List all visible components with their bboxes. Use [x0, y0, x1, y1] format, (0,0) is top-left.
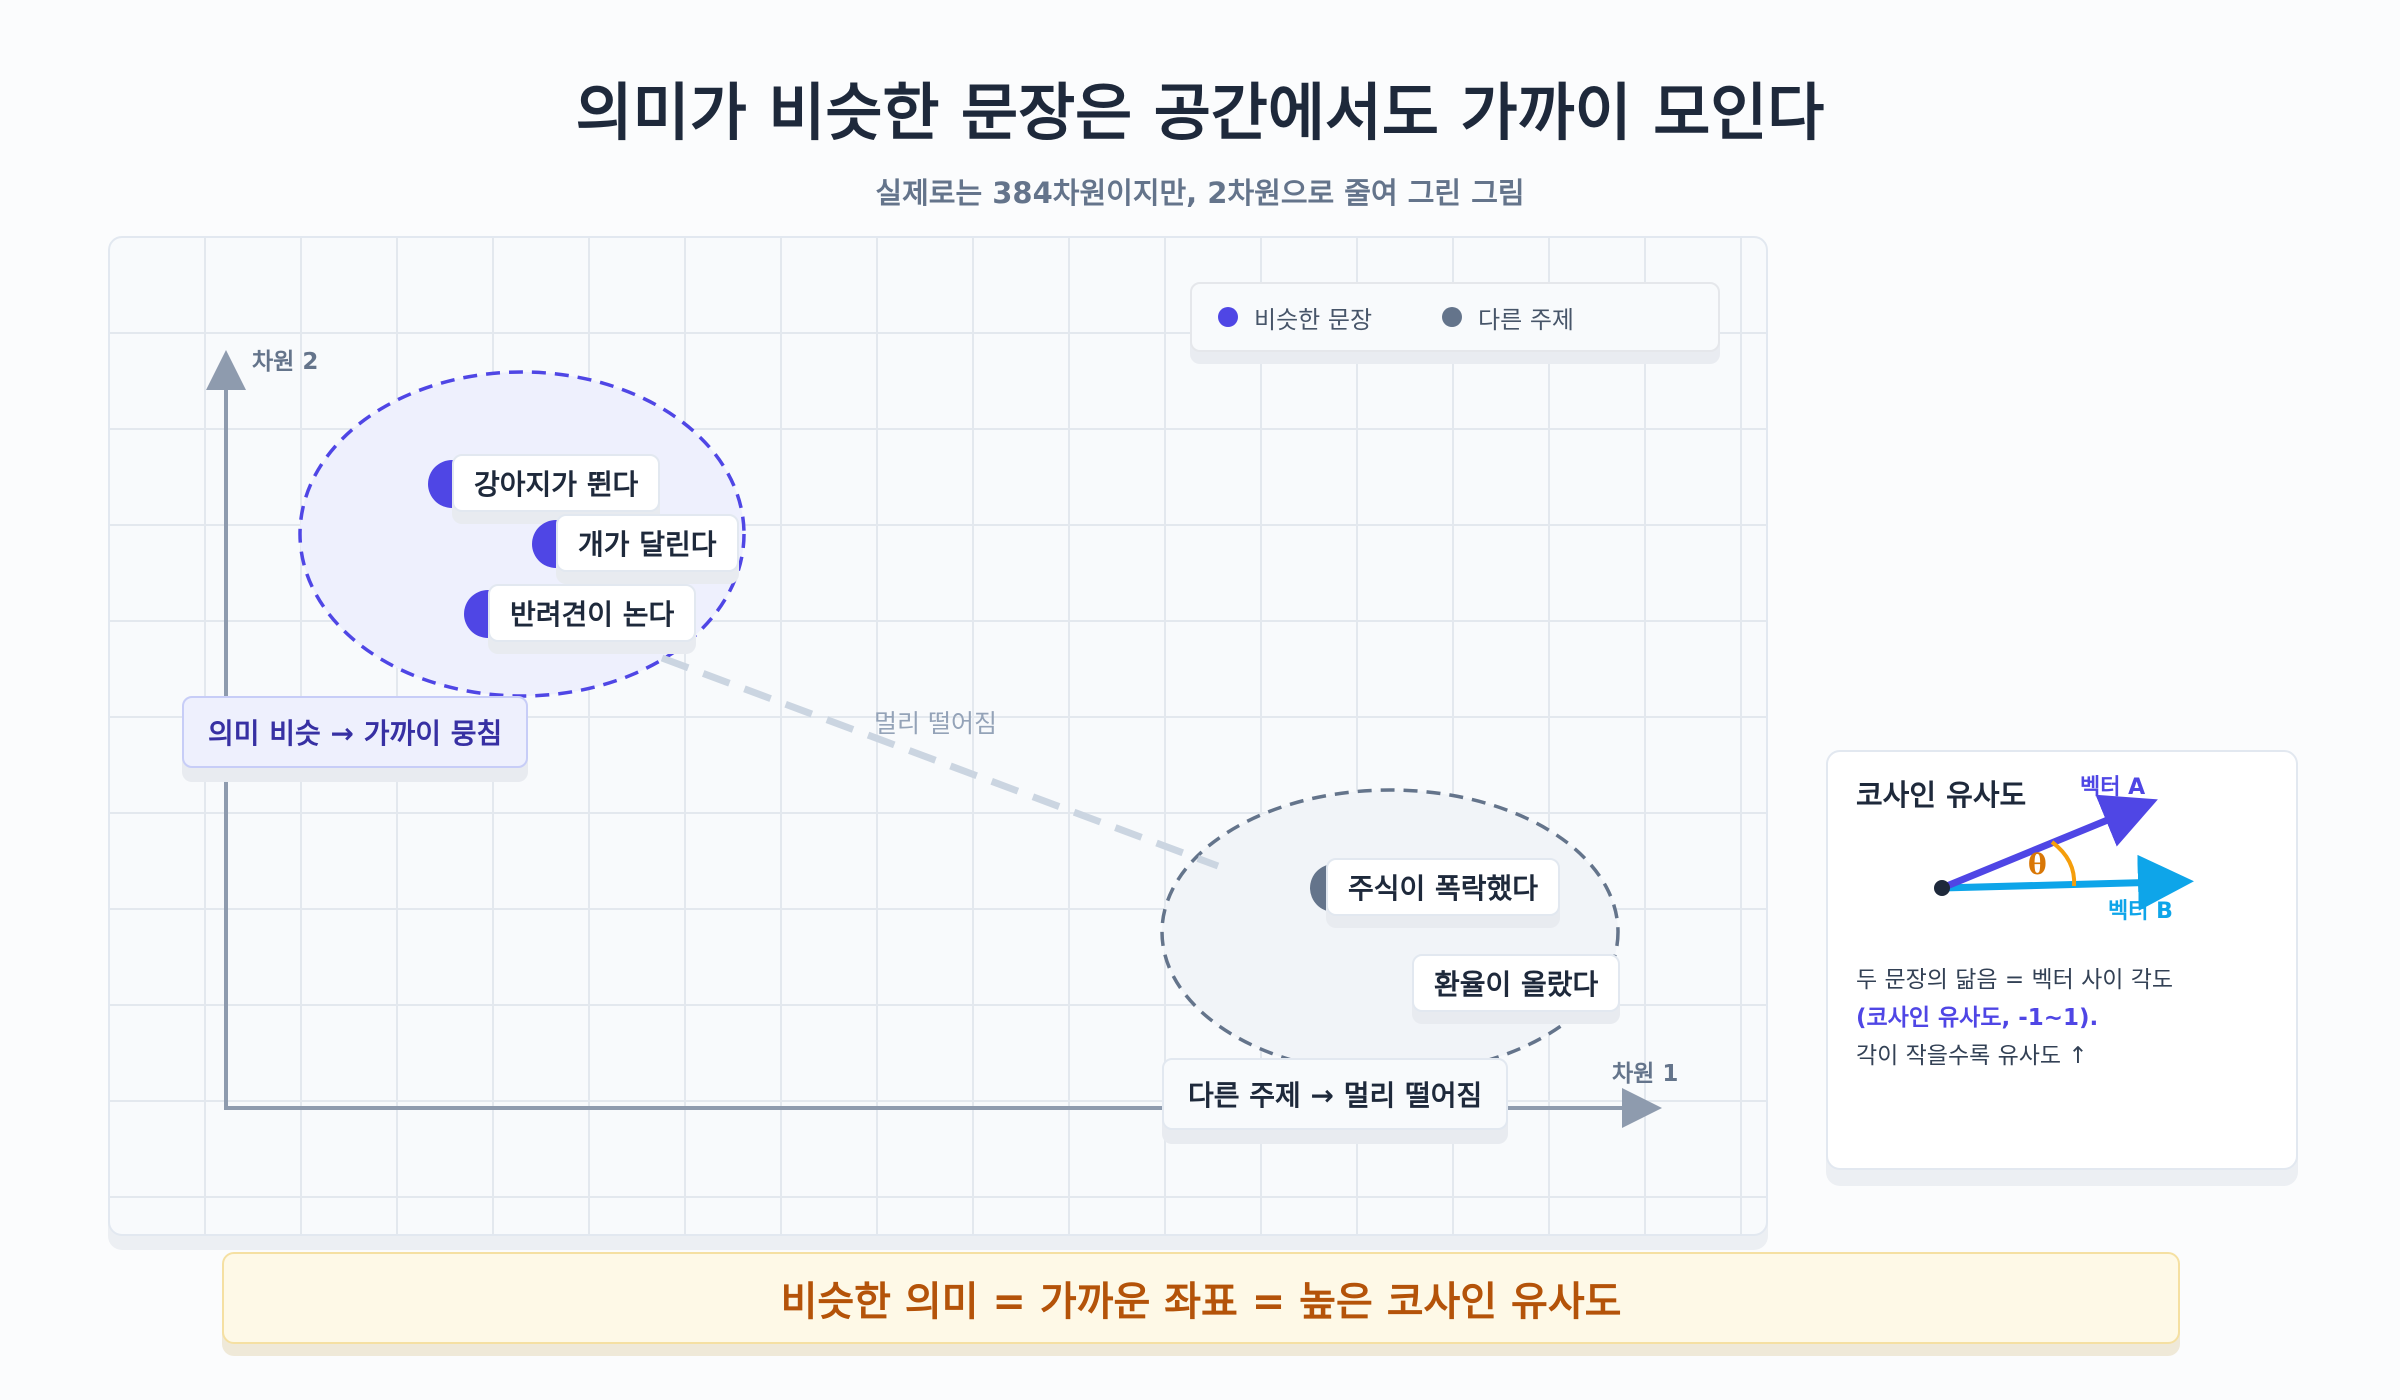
- cosine-explanation-line-2: (코사인 유사도, -1~1).: [1856, 1005, 2099, 1031]
- cosine-similarity-card: 코사인 유사도 θ 벡터 A 벡터 B 두 문장의 닮음 = 벡터 사이 각도 …: [1826, 750, 2298, 1170]
- sentence-chip-other: 환율이 올랐다: [1412, 954, 1621, 1012]
- cosine-card-title: 코사인 유사도: [1856, 778, 2027, 812]
- cosine-vector-diagram: θ 벡터 A 벡터 B: [1934, 775, 2194, 924]
- legend-other-label: 다른 주제: [1478, 305, 1574, 334]
- theta-label: θ: [2028, 848, 2047, 881]
- legend-item-other: 다른 주제: [1442, 300, 1574, 335]
- similar-cluster-callout: 의미 비슷 → 가까이 뭉침: [182, 696, 529, 768]
- vector-b-arrow: [1941, 854, 2194, 911]
- vector-a-arrow: [1940, 794, 2158, 892]
- cosine-explanation-line-1: 두 문장의 닮음 = 벡터 사이 각도: [1856, 967, 2174, 993]
- vector-a-label: 벡터 A: [2080, 775, 2145, 800]
- sentence-chip-other: 주식이 폭락했다: [1326, 858, 1561, 916]
- legend-other-swatch: [1442, 307, 1463, 327]
- summary-banner: 비슷한 의미 = 가까운 좌표 = 높은 코사인 유사도: [222, 1252, 2180, 1344]
- other-cluster-region: [1160, 788, 1620, 1076]
- page-subtitle: 실제로는 384차원이지만, 2차원으로 줄여 그린 그림: [875, 176, 1525, 210]
- distance-label: 멀리 떨어짐: [874, 709, 997, 738]
- other-cluster-callout: 다른 주제 → 멀리 떨어짐: [1162, 1058, 1509, 1130]
- legend-similar-swatch: [1218, 307, 1238, 327]
- cosine-explanation-line-3: 각이 작을수록 유사도 ↑: [1856, 1043, 2088, 1069]
- sentence-chip-similar: 개가 달린다: [556, 514, 739, 572]
- distance-connector-line: [660, 654, 1220, 870]
- plot-legend: 비슷한 문장 다른 주제: [1190, 282, 1720, 352]
- legend-similar-label: 비슷한 문장: [1254, 305, 1373, 334]
- vector-origin-dot: [1934, 880, 1950, 896]
- sentence-chip-similar: 강아지가 뛴다: [452, 454, 661, 512]
- legend-item-similar: 비슷한 문장: [1218, 300, 1372, 335]
- embedding-plot-board: 비슷한 문장 다른 주제 차원 2 차원 1 멀리 떨어짐 강아지가 뛴다 개가…: [108, 236, 1768, 1236]
- page-title: 의미가 비슷한 문장은 공간에서도 가까이 모인다: [575, 76, 1825, 149]
- y-axis-label: 차원 2: [252, 349, 319, 375]
- sentence-chip-similar: 반려견이 논다: [488, 584, 697, 642]
- vector-b-label: 벡터 B: [2108, 899, 2173, 924]
- angle-arc: [2050, 840, 2077, 887]
- x-axis-label: 차원 1: [1612, 1061, 1679, 1087]
